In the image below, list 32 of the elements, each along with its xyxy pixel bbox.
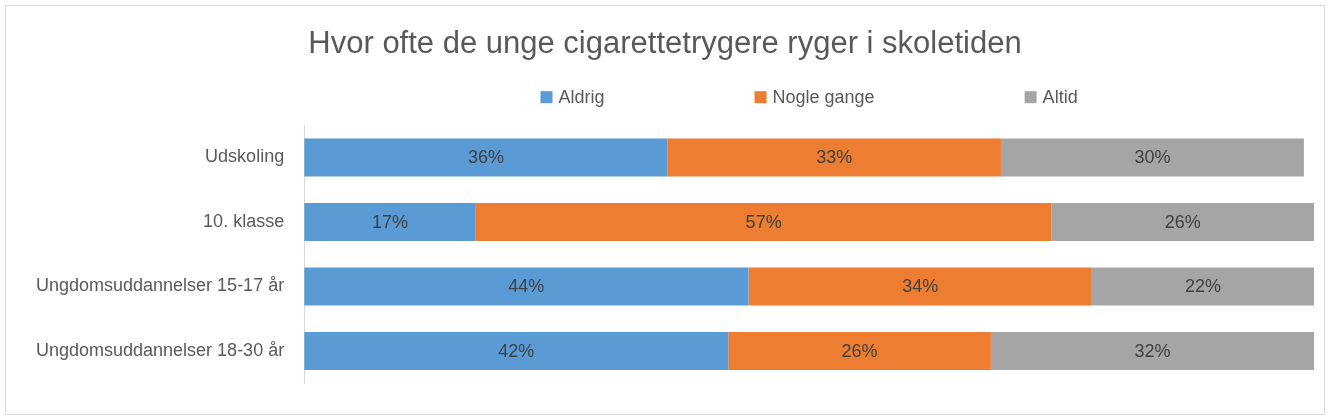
- y-tick-label: Ungdomsuddannelser 18-30 år: [35, 339, 285, 360]
- bar: [304, 138, 668, 177]
- bar: [1000, 138, 1304, 177]
- data-label: 34%: [902, 276, 939, 297]
- bar: [304, 202, 476, 241]
- bar: [990, 331, 1314, 370]
- data-label: 36%: [467, 147, 504, 168]
- bar: [667, 138, 1001, 177]
- y-tick-label: Ungdomsuddannelser 15-17 år: [35, 275, 285, 296]
- data-label: 26%: [1164, 211, 1201, 232]
- data-label: 22%: [1184, 276, 1221, 297]
- chart-title: Hvor ofte de unge cigarettetrygere ryger i skoletiden: [308, 25, 1022, 61]
- legend-label: Nogle gange: [772, 87, 875, 108]
- data-label: 44%: [508, 276, 545, 297]
- y-tick-label: 10. klasse: [203, 210, 285, 231]
- legend-label: Aldrig: [558, 87, 605, 108]
- data-label: 33%: [816, 147, 853, 168]
- legend-label: Altid: [1042, 87, 1078, 108]
- bar: [475, 202, 1052, 241]
- data-label: 17%: [371, 211, 409, 232]
- bar: [1051, 202, 1314, 241]
- data-label: 57%: [745, 211, 782, 232]
- data-label: 42%: [498, 340, 535, 361]
- bar: [304, 267, 749, 306]
- bar: [748, 267, 1092, 306]
- bar: [1091, 267, 1314, 306]
- data-label: 32%: [1134, 340, 1171, 361]
- bar: [728, 331, 991, 370]
- y-tick-label: Udskoling: [205, 146, 285, 167]
- data-label: 30%: [1134, 147, 1171, 168]
- bar: [304, 331, 729, 370]
- data-label: 26%: [841, 340, 878, 361]
